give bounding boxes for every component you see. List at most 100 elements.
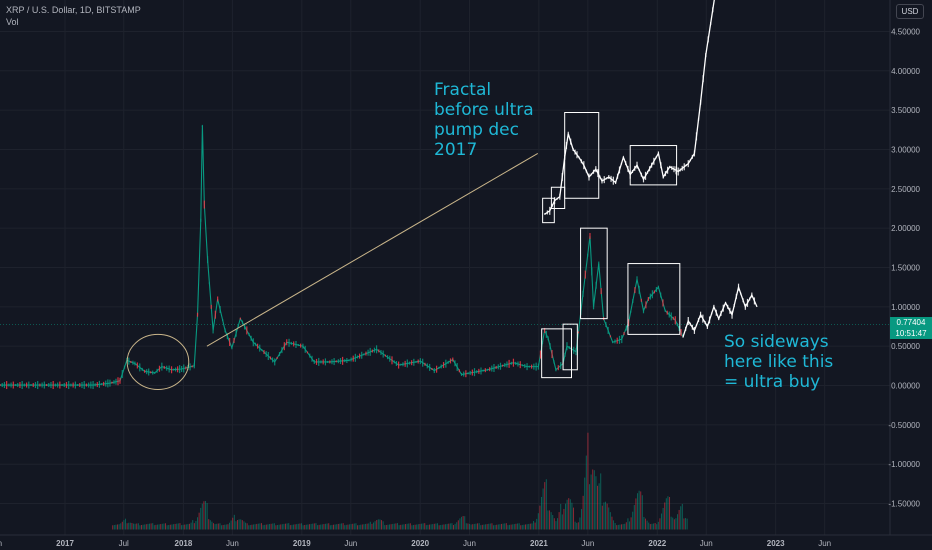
volume-bar (422, 523, 424, 530)
annotation-box (564, 112, 600, 199)
volume-bar (337, 523, 339, 530)
candle (92, 381, 94, 390)
volume-bar (435, 523, 437, 530)
candle (687, 317, 689, 325)
volume-bar (187, 524, 189, 530)
volume-bar (334, 524, 336, 530)
candle (685, 326, 687, 331)
candle (295, 340, 297, 348)
chart-grid (0, 0, 890, 535)
candle (219, 305, 221, 313)
candle (235, 329, 237, 337)
volume-bar (481, 524, 483, 530)
volume-bar (529, 523, 531, 530)
volume-bar (200, 507, 202, 530)
volume-bar (507, 525, 509, 530)
volume-bar (328, 523, 330, 530)
candle (708, 316, 711, 324)
candle (297, 344, 299, 347)
candle (28, 381, 30, 389)
candle (288, 338, 290, 347)
volume-bar (465, 523, 467, 530)
candle (386, 355, 389, 360)
candle (607, 326, 609, 334)
volume-bar (286, 523, 288, 530)
volume-bar (233, 514, 235, 530)
candle (337, 359, 339, 364)
candle (590, 173, 592, 176)
candle (329, 360, 331, 364)
candle (718, 317, 720, 321)
volume-bar (161, 523, 163, 530)
volume-bar (283, 523, 285, 530)
volume-bar (365, 523, 367, 530)
volume-bar (401, 524, 403, 530)
volume-bar (390, 524, 392, 530)
annotation-box (542, 197, 555, 224)
volume-bar (480, 525, 482, 530)
y-tick-label: -1.00000 (888, 460, 920, 469)
candle (528, 365, 530, 368)
volume-bar (544, 482, 546, 530)
volume-bar (133, 523, 135, 530)
volume-bar (294, 524, 296, 530)
volume-bar (617, 524, 619, 530)
candle (600, 288, 602, 295)
volume-bar (478, 523, 480, 530)
volume-bar (545, 479, 547, 530)
candle (651, 162, 653, 168)
volume-bar (637, 493, 639, 530)
candle (426, 363, 428, 369)
candle (597, 169, 599, 178)
candle (361, 351, 363, 359)
candle (603, 176, 605, 184)
currency-button[interactable]: USD (896, 4, 924, 19)
volume-bar (166, 525, 168, 530)
volume-bar (457, 520, 459, 530)
price-series (0, 0, 758, 390)
candle (706, 324, 708, 330)
candle (737, 283, 740, 291)
candle (76, 384, 79, 387)
volume-bar (437, 523, 439, 530)
candle (72, 382, 74, 388)
candle (615, 181, 617, 185)
candle (375, 345, 378, 354)
volume-bar (413, 525, 415, 530)
candle (419, 358, 421, 365)
candle (467, 372, 469, 375)
volume-bar (185, 524, 187, 530)
candle (544, 213, 546, 215)
candle (327, 360, 329, 363)
candle (348, 359, 350, 362)
candle (320, 360, 322, 364)
candle (580, 159, 582, 164)
candle (200, 218, 202, 222)
candle (14, 384, 17, 387)
volume-bar (595, 476, 597, 530)
candle (551, 204, 553, 208)
candle (583, 161, 585, 170)
candle (105, 380, 107, 387)
y-tick-label: 4.00000 (891, 67, 920, 76)
volume-bar (560, 503, 562, 530)
candle (559, 193, 561, 200)
y-tick-label: 4.50000 (891, 27, 920, 36)
candle (146, 369, 148, 375)
volume-bar (134, 523, 136, 530)
candle (271, 357, 274, 363)
y-tick-label: 2.00000 (891, 224, 920, 233)
candle (189, 363, 191, 371)
volume-bar (312, 523, 314, 530)
candle (463, 371, 465, 377)
x-tick-label: 2022 (648, 539, 666, 548)
candle (206, 256, 209, 264)
volume-bar (683, 518, 685, 530)
candle (183, 364, 185, 373)
candle (302, 343, 304, 349)
candle (616, 337, 618, 344)
volume-bar (125, 518, 127, 530)
volume-bar (659, 518, 661, 530)
volume-bar (353, 523, 355, 530)
